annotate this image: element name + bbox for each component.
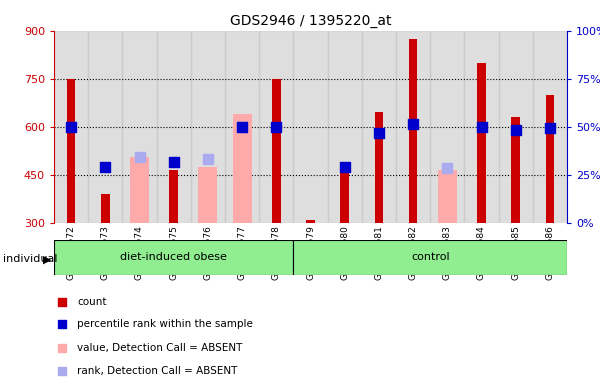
- Bar: [101, 194, 110, 223]
- Bar: [328, 31, 362, 223]
- Bar: [499, 31, 533, 223]
- Point: [272, 124, 281, 130]
- Bar: [464, 31, 499, 223]
- Bar: [293, 31, 328, 223]
- Point: [409, 121, 418, 127]
- Bar: [545, 95, 554, 223]
- Bar: [67, 79, 76, 223]
- Point: [169, 159, 179, 165]
- Bar: [293, 240, 567, 275]
- Text: rank, Detection Call = ABSENT: rank, Detection Call = ABSENT: [77, 366, 238, 376]
- Point: [477, 124, 487, 130]
- Text: percentile rank within the sample: percentile rank within the sample: [77, 319, 253, 329]
- Point: [67, 124, 76, 130]
- Bar: [272, 79, 281, 223]
- Bar: [169, 170, 178, 223]
- Bar: [191, 31, 225, 223]
- Bar: [306, 220, 315, 223]
- Bar: [438, 170, 457, 223]
- Text: diet-induced obese: diet-induced obese: [120, 252, 227, 262]
- Bar: [157, 31, 191, 223]
- Bar: [362, 31, 396, 223]
- Point: [134, 154, 145, 160]
- Text: count: count: [77, 297, 106, 308]
- Bar: [122, 31, 157, 223]
- Point: [511, 127, 521, 133]
- Bar: [409, 39, 418, 223]
- Point: [340, 164, 350, 170]
- Text: individual: individual: [3, 254, 58, 264]
- Text: ▶: ▶: [43, 254, 51, 264]
- Point: [374, 130, 384, 136]
- Bar: [533, 31, 567, 223]
- Bar: [199, 167, 217, 223]
- Bar: [54, 31, 88, 223]
- Point: [374, 211, 383, 217]
- Bar: [88, 31, 122, 223]
- Bar: [477, 63, 486, 223]
- Bar: [511, 117, 520, 223]
- Bar: [374, 113, 383, 223]
- Bar: [396, 31, 430, 223]
- Bar: [259, 31, 293, 223]
- Point: [203, 156, 213, 162]
- Point: [374, 1, 383, 7]
- Point: [545, 125, 555, 131]
- Bar: [130, 157, 149, 223]
- Point: [101, 164, 110, 170]
- Point: [238, 124, 247, 130]
- Title: GDS2946 / 1395220_at: GDS2946 / 1395220_at: [230, 14, 391, 28]
- Point: [443, 165, 452, 171]
- Point: [238, 124, 247, 130]
- Bar: [233, 114, 251, 223]
- Bar: [225, 31, 259, 223]
- Text: control: control: [411, 252, 449, 262]
- Bar: [340, 173, 349, 223]
- Bar: [54, 240, 293, 275]
- Bar: [430, 31, 464, 223]
- Text: value, Detection Call = ABSENT: value, Detection Call = ABSENT: [77, 343, 242, 353]
